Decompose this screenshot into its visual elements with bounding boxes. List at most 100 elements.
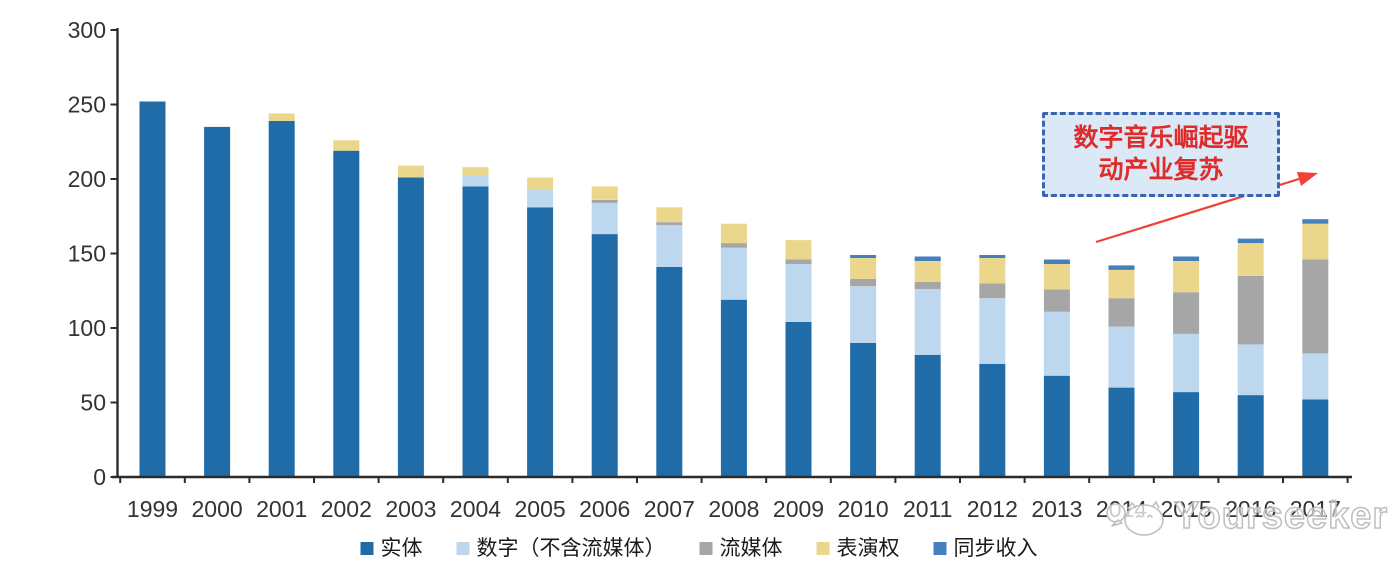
- legend-swatch-icon: [456, 542, 470, 555]
- bar-segment-2000-实体: [204, 126, 231, 478]
- bar-segment-2002-实体: [333, 150, 360, 477]
- annotation-text-line2: 动产业复苏: [1098, 156, 1224, 184]
- bar-segment-2009-流媒体: [785, 259, 812, 264]
- bar-segment-2002-表演权: [333, 140, 360, 151]
- bar-segment-2005-实体: [527, 207, 554, 478]
- bar-segment-2012-流媒体: [979, 283, 1006, 299]
- x-axis-label-2009: 2009: [773, 496, 824, 522]
- bar-segment-2011-实体: [914, 354, 941, 477]
- legend-item-流媒体: 流媒体: [699, 536, 783, 560]
- x-axis-label-2000: 2000: [192, 496, 243, 522]
- legend-label: 实体: [380, 536, 423, 560]
- x-axis-label-2004: 2004: [450, 496, 501, 522]
- x-axis-label-2007: 2007: [644, 496, 695, 522]
- legend-swatch-icon: [933, 542, 947, 555]
- bar-segment-2014-同步收入: [1108, 265, 1135, 270]
- bar-segment-2015-数字（不含流媒体）: [1173, 334, 1200, 393]
- y-axis-label: 250: [68, 92, 106, 118]
- bar-segment-2009-表演权: [785, 240, 812, 260]
- legend-item-数字（不含流媒体）: 数字（不含流媒体）: [456, 536, 666, 560]
- bar-segment-2006-实体: [591, 234, 618, 477]
- bar-segment-2015-同步收入: [1173, 256, 1200, 261]
- bar-segment-2007-实体: [656, 266, 683, 477]
- x-axis-label-1999: 1999: [127, 496, 178, 522]
- x-axis-label-2015: 2015: [1161, 496, 1212, 522]
- y-axis-label: 200: [68, 166, 106, 192]
- annotation-text-line1: 数字音乐崛起驱: [1073, 124, 1249, 152]
- bar-segment-2010-表演权: [850, 258, 877, 279]
- bar-segment-2014-数字（不含流媒体）: [1108, 326, 1135, 388]
- legend-swatch-icon: [816, 542, 830, 555]
- x-axis-label-2016: 2016: [1225, 496, 1276, 522]
- bar-segment-2010-实体: [850, 342, 877, 477]
- bar-segment-2011-同步收入: [914, 256, 941, 261]
- y-axis-label: 0: [93, 464, 106, 490]
- x-axis-label-2002: 2002: [321, 496, 372, 522]
- legend-item-同步收入: 同步收入: [933, 536, 1038, 560]
- y-axis-label: 100: [68, 315, 106, 341]
- bar-segment-2015-实体: [1173, 392, 1200, 477]
- x-axis-label-2013: 2013: [1031, 496, 1082, 522]
- x-axis-label-2011: 2011: [903, 496, 952, 522]
- x-axis-label-2003: 2003: [385, 496, 436, 522]
- bar-segment-2016-表演权: [1237, 243, 1264, 276]
- bar-segment-2013-流媒体: [1043, 289, 1070, 312]
- bar-segment-2016-数字（不含流媒体）: [1237, 344, 1264, 396]
- bar-segment-2010-同步收入: [850, 255, 877, 258]
- bar-segment-2010-流媒体: [850, 278, 877, 287]
- y-axis-label: 150: [68, 241, 106, 267]
- bar-segment-2017-数字（不含流媒体）: [1302, 353, 1329, 400]
- y-axis-label: 50: [80, 390, 106, 416]
- annotation-callout: 数字音乐崛起驱 动产业复苏: [1042, 112, 1280, 197]
- x-axis-label-2008: 2008: [708, 496, 759, 522]
- bar-segment-2001-实体: [268, 120, 295, 478]
- bar-segment-2013-同步收入: [1043, 259, 1070, 264]
- bar-segment-2004-实体: [462, 186, 489, 477]
- x-axis-label-2012: 2012: [967, 496, 1018, 522]
- bar-segment-2003-实体: [397, 177, 424, 477]
- bar-segment-2001-表演权: [268, 113, 295, 121]
- bar-segment-2016-同步收入: [1237, 238, 1264, 244]
- bar-segment-2017-同步收入: [1302, 219, 1329, 224]
- x-axis-label-2005: 2005: [515, 496, 566, 522]
- legend-label: 流媒体: [719, 536, 783, 560]
- bar-segment-2017-流媒体: [1302, 259, 1329, 354]
- bar-segment-2015-流媒体: [1173, 292, 1200, 334]
- bar-segment-2008-流媒体: [720, 243, 747, 248]
- bar-segment-2017-表演权: [1302, 223, 1329, 260]
- chart-legend: 实体 数字（不含流媒体） 流媒体 表演权 同步收入: [360, 536, 1038, 560]
- bar-segment-2009-实体: [785, 322, 812, 477]
- bar-segment-2009-数字（不含流媒体）: [785, 263, 812, 322]
- bar-segment-2016-流媒体: [1237, 275, 1264, 345]
- bar-segment-2017-实体: [1302, 399, 1329, 477]
- bar-segment-2008-实体: [720, 299, 747, 477]
- bar-segment-2012-数字（不含流媒体）: [979, 298, 1006, 364]
- legend-label: 同步收入: [953, 536, 1038, 560]
- bar-segment-2011-流媒体: [914, 281, 941, 290]
- bar-segment-2016-实体: [1237, 395, 1264, 477]
- legend-label: 数字（不含流媒体）: [476, 536, 666, 560]
- legend-swatch-icon: [360, 542, 374, 555]
- x-axis-label-2001: 2001: [256, 496, 307, 522]
- bar-segment-2012-同步收入: [979, 255, 1006, 258]
- bar-segment-2005-数字（不含流媒体）: [527, 189, 554, 208]
- bar-segment-2007-数字（不含流媒体）: [656, 225, 683, 267]
- bar-segment-2006-流媒体: [591, 199, 618, 203]
- bar-segment-2013-实体: [1043, 375, 1070, 477]
- bar-segment-2015-表演权: [1173, 260, 1200, 293]
- bar-segment-2014-表演权: [1108, 269, 1135, 299]
- bar-segment-2007-流媒体: [656, 222, 683, 226]
- x-axis-label-2006: 2006: [579, 496, 630, 522]
- bar-segment-2013-表演权: [1043, 263, 1070, 290]
- bar-segment-2004-表演权: [462, 167, 489, 176]
- y-axis-label: 300: [68, 17, 106, 43]
- bar-segment-2008-数字（不含流媒体）: [720, 247, 747, 300]
- bar-segment-2011-数字（不含流媒体）: [914, 289, 941, 355]
- legend-swatch-icon: [699, 542, 713, 555]
- bar-segment-2003-表演权: [397, 165, 424, 178]
- bar-segment-2012-实体: [979, 363, 1006, 477]
- bar-segment-2012-表演权: [979, 258, 1006, 284]
- bar-segment-2004-数字（不含流媒体）: [462, 176, 489, 187]
